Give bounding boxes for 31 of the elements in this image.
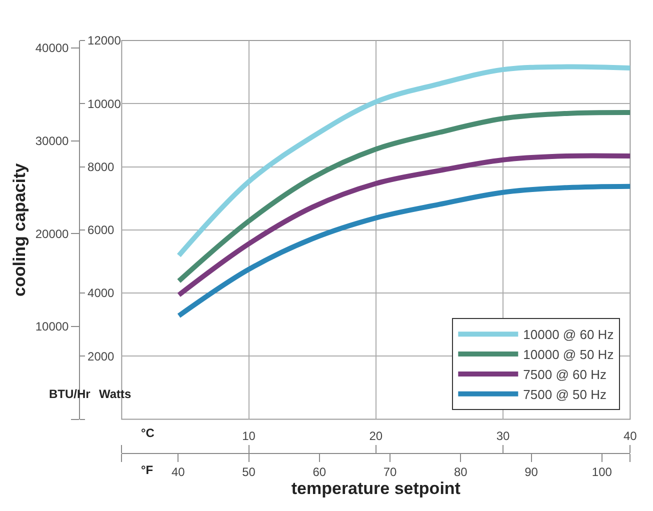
y-tick-label: 2000 (88, 349, 115, 364)
y-tick-label: 6000 (88, 223, 115, 238)
x-tick-label: 20 (369, 429, 383, 444)
legend-label: 7500 @ 60 Hz (523, 367, 606, 382)
y2-tick-label: 10000 (35, 320, 70, 334)
x2-tick-label: 100 (592, 465, 612, 480)
text: °C (141, 426, 155, 440)
x2-tick-label: 80 (454, 465, 468, 480)
y2-tick-label: 20000 (35, 226, 70, 241)
x2-tick-label: 50 (242, 465, 256, 480)
x-tick-label: 30 (496, 429, 510, 444)
text: °F (141, 463, 154, 477)
x2-tick-label: 40 (172, 465, 186, 480)
y2-tick-label: 40000 (35, 41, 70, 56)
y-tick-label: 4000 (88, 286, 115, 300)
y-tick-label: 8000 (88, 160, 115, 174)
annotation: Watts (99, 387, 132, 401)
legend-label: 7500 @ 50 Hz (523, 386, 606, 402)
y-tick-label: 10000 (88, 96, 122, 111)
x-tick-label: 40 (623, 429, 638, 444)
x2-tick-label: 70 (383, 465, 398, 480)
y2-axis-title: cooling capacity (10, 162, 29, 297)
legend-label: 10000 @ 60 Hz (523, 327, 614, 342)
x-axis-title: temperature setpoint (291, 479, 461, 498)
x2-tick-label: 60 (312, 465, 326, 480)
x2-tick-label: 90 (524, 465, 538, 480)
text: BTU/Hr (49, 387, 91, 401)
y-tick-label: 12000 (88, 34, 122, 48)
y2-tick-label: 30000 (35, 134, 70, 148)
legend-label: 10000 @ 50 Hz (523, 347, 614, 362)
x-tick-label: 10 (242, 429, 256, 444)
